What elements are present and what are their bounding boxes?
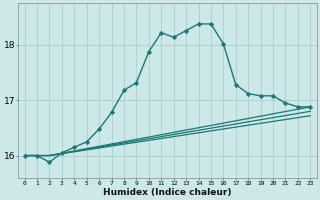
X-axis label: Humidex (Indice chaleur): Humidex (Indice chaleur) <box>103 188 232 197</box>
